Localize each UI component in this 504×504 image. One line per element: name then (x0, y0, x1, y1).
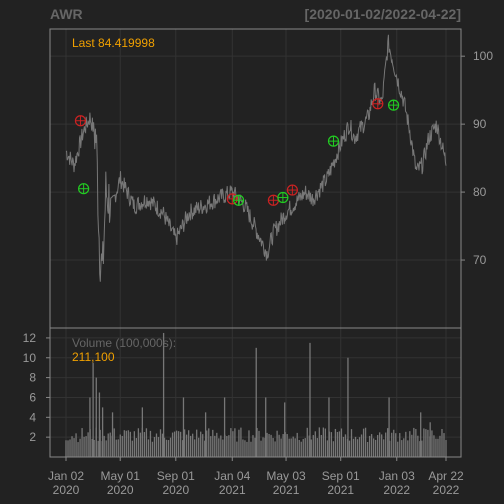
time-tick-label-year: 2020 (53, 483, 80, 497)
time-tick-label-year: 2020 (162, 483, 189, 497)
price-line (65, 34, 447, 282)
price-series (65, 34, 447, 282)
time-tick-label-year: 2021 (273, 483, 300, 497)
price-tick-label: 100 (473, 49, 493, 63)
price-gridlines (50, 55, 461, 261)
sell-signal-marker (226, 193, 238, 205)
volume-panel: 2 4 6 8 10 12 Volume (100,000s): 211,100 (23, 327, 462, 458)
price-tick-label: 70 (473, 253, 487, 267)
time-tick-label-year: 2022 (433, 483, 460, 497)
last-price-label: Last 84.419998 (72, 36, 155, 50)
date-range-subtitle: [2020-01-02/2022-04-22] (305, 6, 461, 22)
time-tick-label-date: Jan 03 (379, 469, 415, 483)
volume-tick-label: 8 (29, 371, 36, 385)
time-tick-label-date: Jan 04 (214, 469, 250, 483)
volume-tick-label: 2 (29, 430, 36, 444)
time-tick-label-date: Sep 01 (322, 469, 360, 483)
volume-tick-label: 6 (29, 390, 36, 404)
time-tick-label-date: Apr 22 (428, 469, 464, 483)
volume-panel-frame (49, 327, 462, 458)
sell-signal-marker (372, 98, 384, 110)
price-tick-label: 90 (473, 117, 487, 131)
price-axis: 70 80 90 100 (461, 49, 493, 267)
volume-last-value: 211,100 (72, 350, 115, 364)
price-tick-label: 80 (473, 185, 487, 199)
time-tick-label-year: 2021 (219, 483, 246, 497)
price-panel: 70 80 90 100 Last 84.419998 (49, 28, 493, 457)
buy-signal-marker (387, 99, 400, 111)
trade-signals (74, 98, 400, 206)
time-tick-label-year: 2022 (383, 483, 410, 497)
time-tick-label-date: May 01 (101, 469, 141, 483)
buy-signal-marker (327, 135, 340, 147)
volume-bars (65, 332, 447, 457)
time-gridlines (65, 29, 447, 457)
volume-tick-label: 12 (23, 331, 37, 345)
volume-axis: 2 4 6 8 10 12 (23, 331, 50, 444)
time-tick-label-date: Jan 02 (48, 469, 84, 483)
buy-signal-marker (78, 183, 90, 195)
sell-signal-marker (74, 115, 87, 127)
volume-tick-label: 4 (29, 410, 36, 424)
time-tick-label-date: May 03 (266, 469, 306, 483)
volume-gridlines (50, 337, 461, 438)
sell-signal-marker (267, 194, 279, 206)
sell-signal-marker (286, 184, 298, 196)
time-tick-label-year: 2021 (327, 483, 354, 497)
time-tick-label-date: Sep 01 (157, 469, 195, 483)
time-tick-label-year: 2020 (107, 483, 134, 497)
volume-tick-label: 10 (23, 351, 37, 365)
buy-signal-marker (233, 194, 245, 206)
buy-signal-marker (277, 191, 289, 204)
chart-title: AWR (50, 6, 83, 22)
volume-label: Volume (100,000s): (72, 336, 176, 350)
